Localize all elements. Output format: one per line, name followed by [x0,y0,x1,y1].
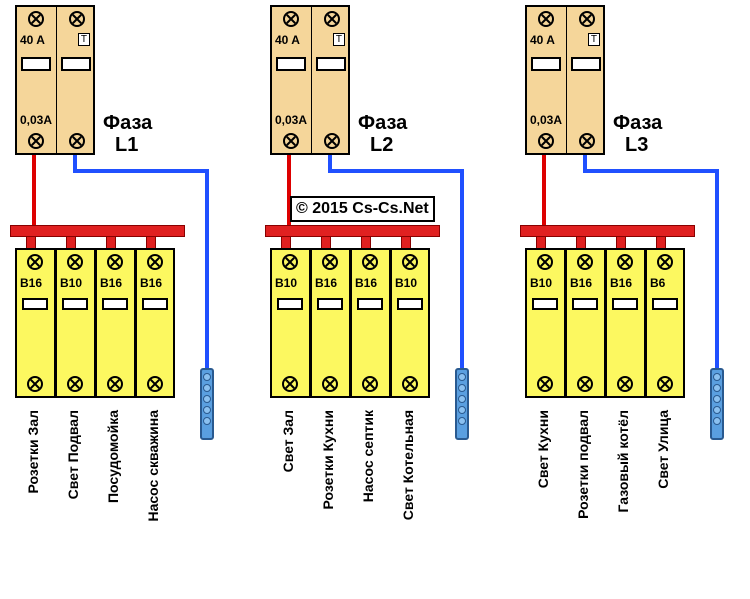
circuit-breaker: B10 [270,248,310,398]
circuit-label: Свет Подвал [65,410,81,499]
wire-neutral [583,169,719,173]
circuit-label: Розетки Зал [25,410,41,494]
wire-neutral [328,169,464,173]
circuit-label: Посудомойка [105,410,121,503]
breaker-row: B10 B16 B16 B10 [270,248,430,398]
breaker-rating: B16 [610,276,632,290]
wire-neutral [205,169,209,369]
breaker-rating: B16 [20,276,42,290]
phase-id: L1 [115,134,138,157]
breaker-rating: B16 [570,276,592,290]
circuit-label: Свет Котельная [400,410,416,520]
circuit-breaker: B10 [525,248,565,398]
phase-id: L3 [625,134,648,157]
breaker-rating: B16 [355,276,377,290]
circuit-breaker: B16 [605,248,645,398]
rcd-test-button: T [588,33,600,46]
circuit-label: Газовый котёл [615,410,631,513]
copyright-label: © 2015 Cs-Cs.Net [290,196,435,222]
phase-id: L2 [370,134,393,157]
circuit-label: Свет Кухни [535,410,551,488]
busbar [265,225,440,237]
busbar [10,225,185,237]
circuit-breaker: B16 [95,248,135,398]
breaker-rating: B16 [100,276,122,290]
wire-live [542,155,546,227]
wire-neutral [460,169,464,369]
rcd-device: 40 A T 0,03A [525,5,605,155]
wire-neutral [715,169,719,369]
rcd-rating: 40 A [275,33,300,47]
breaker-rating: B10 [275,276,297,290]
neutral-bar [455,368,469,440]
breaker-rating: B16 [315,276,337,290]
circuit-breaker: B16 [15,248,55,398]
breaker-row: B10 B16 B16 B6 [525,248,685,398]
circuit-label: Свет Зал [280,410,296,472]
circuit-label: Насос скважина [145,410,161,522]
rcd-sensitivity: 0,03A [275,113,307,127]
busbar [520,225,695,237]
rcd-test-button: T [333,33,345,46]
circuit-breaker: B16 [135,248,175,398]
circuit-label: Розетки Кухни [320,410,336,509]
circuit-label: Розетки подвал [575,410,591,519]
breaker-rating: B10 [530,276,552,290]
neutral-bar [200,368,214,440]
rcd-device: 40 A T 0,03A [270,5,350,155]
rcd-rating: 40 A [530,33,555,47]
breaker-rating: B6 [650,276,665,290]
circuit-breaker: B10 [390,248,430,398]
phase-label: Фаза [613,112,662,135]
circuit-breaker: B16 [565,248,605,398]
rcd-sensitivity: 0,03A [20,113,52,127]
circuit-breaker: B16 [350,248,390,398]
wire-neutral [73,169,209,173]
breaker-rating: B10 [395,276,417,290]
breaker-rating: B10 [60,276,82,290]
circuit-breaker: B16 [310,248,350,398]
wire-live [32,155,36,227]
rcd-test-button: T [78,33,90,46]
phase-label: Фаза [103,112,152,135]
breaker-row: B16 B10 B16 B16 [15,248,175,398]
circuit-breaker: B10 [55,248,95,398]
rcd-device: 40 A T 0,03A [15,5,95,155]
circuit-label: Свет Улица [655,410,671,489]
rcd-sensitivity: 0,03A [530,113,562,127]
breaker-rating: B16 [140,276,162,290]
circuit-label: Насос септик [360,410,376,502]
neutral-bar [710,368,724,440]
rcd-rating: 40 A [20,33,45,47]
circuit-breaker: B6 [645,248,685,398]
phase-label: Фаза [358,112,407,135]
wiring-diagram: 40 A T 0,03A ФазаL1 B16 B10 B16 B16 Розе… [0,0,750,599]
